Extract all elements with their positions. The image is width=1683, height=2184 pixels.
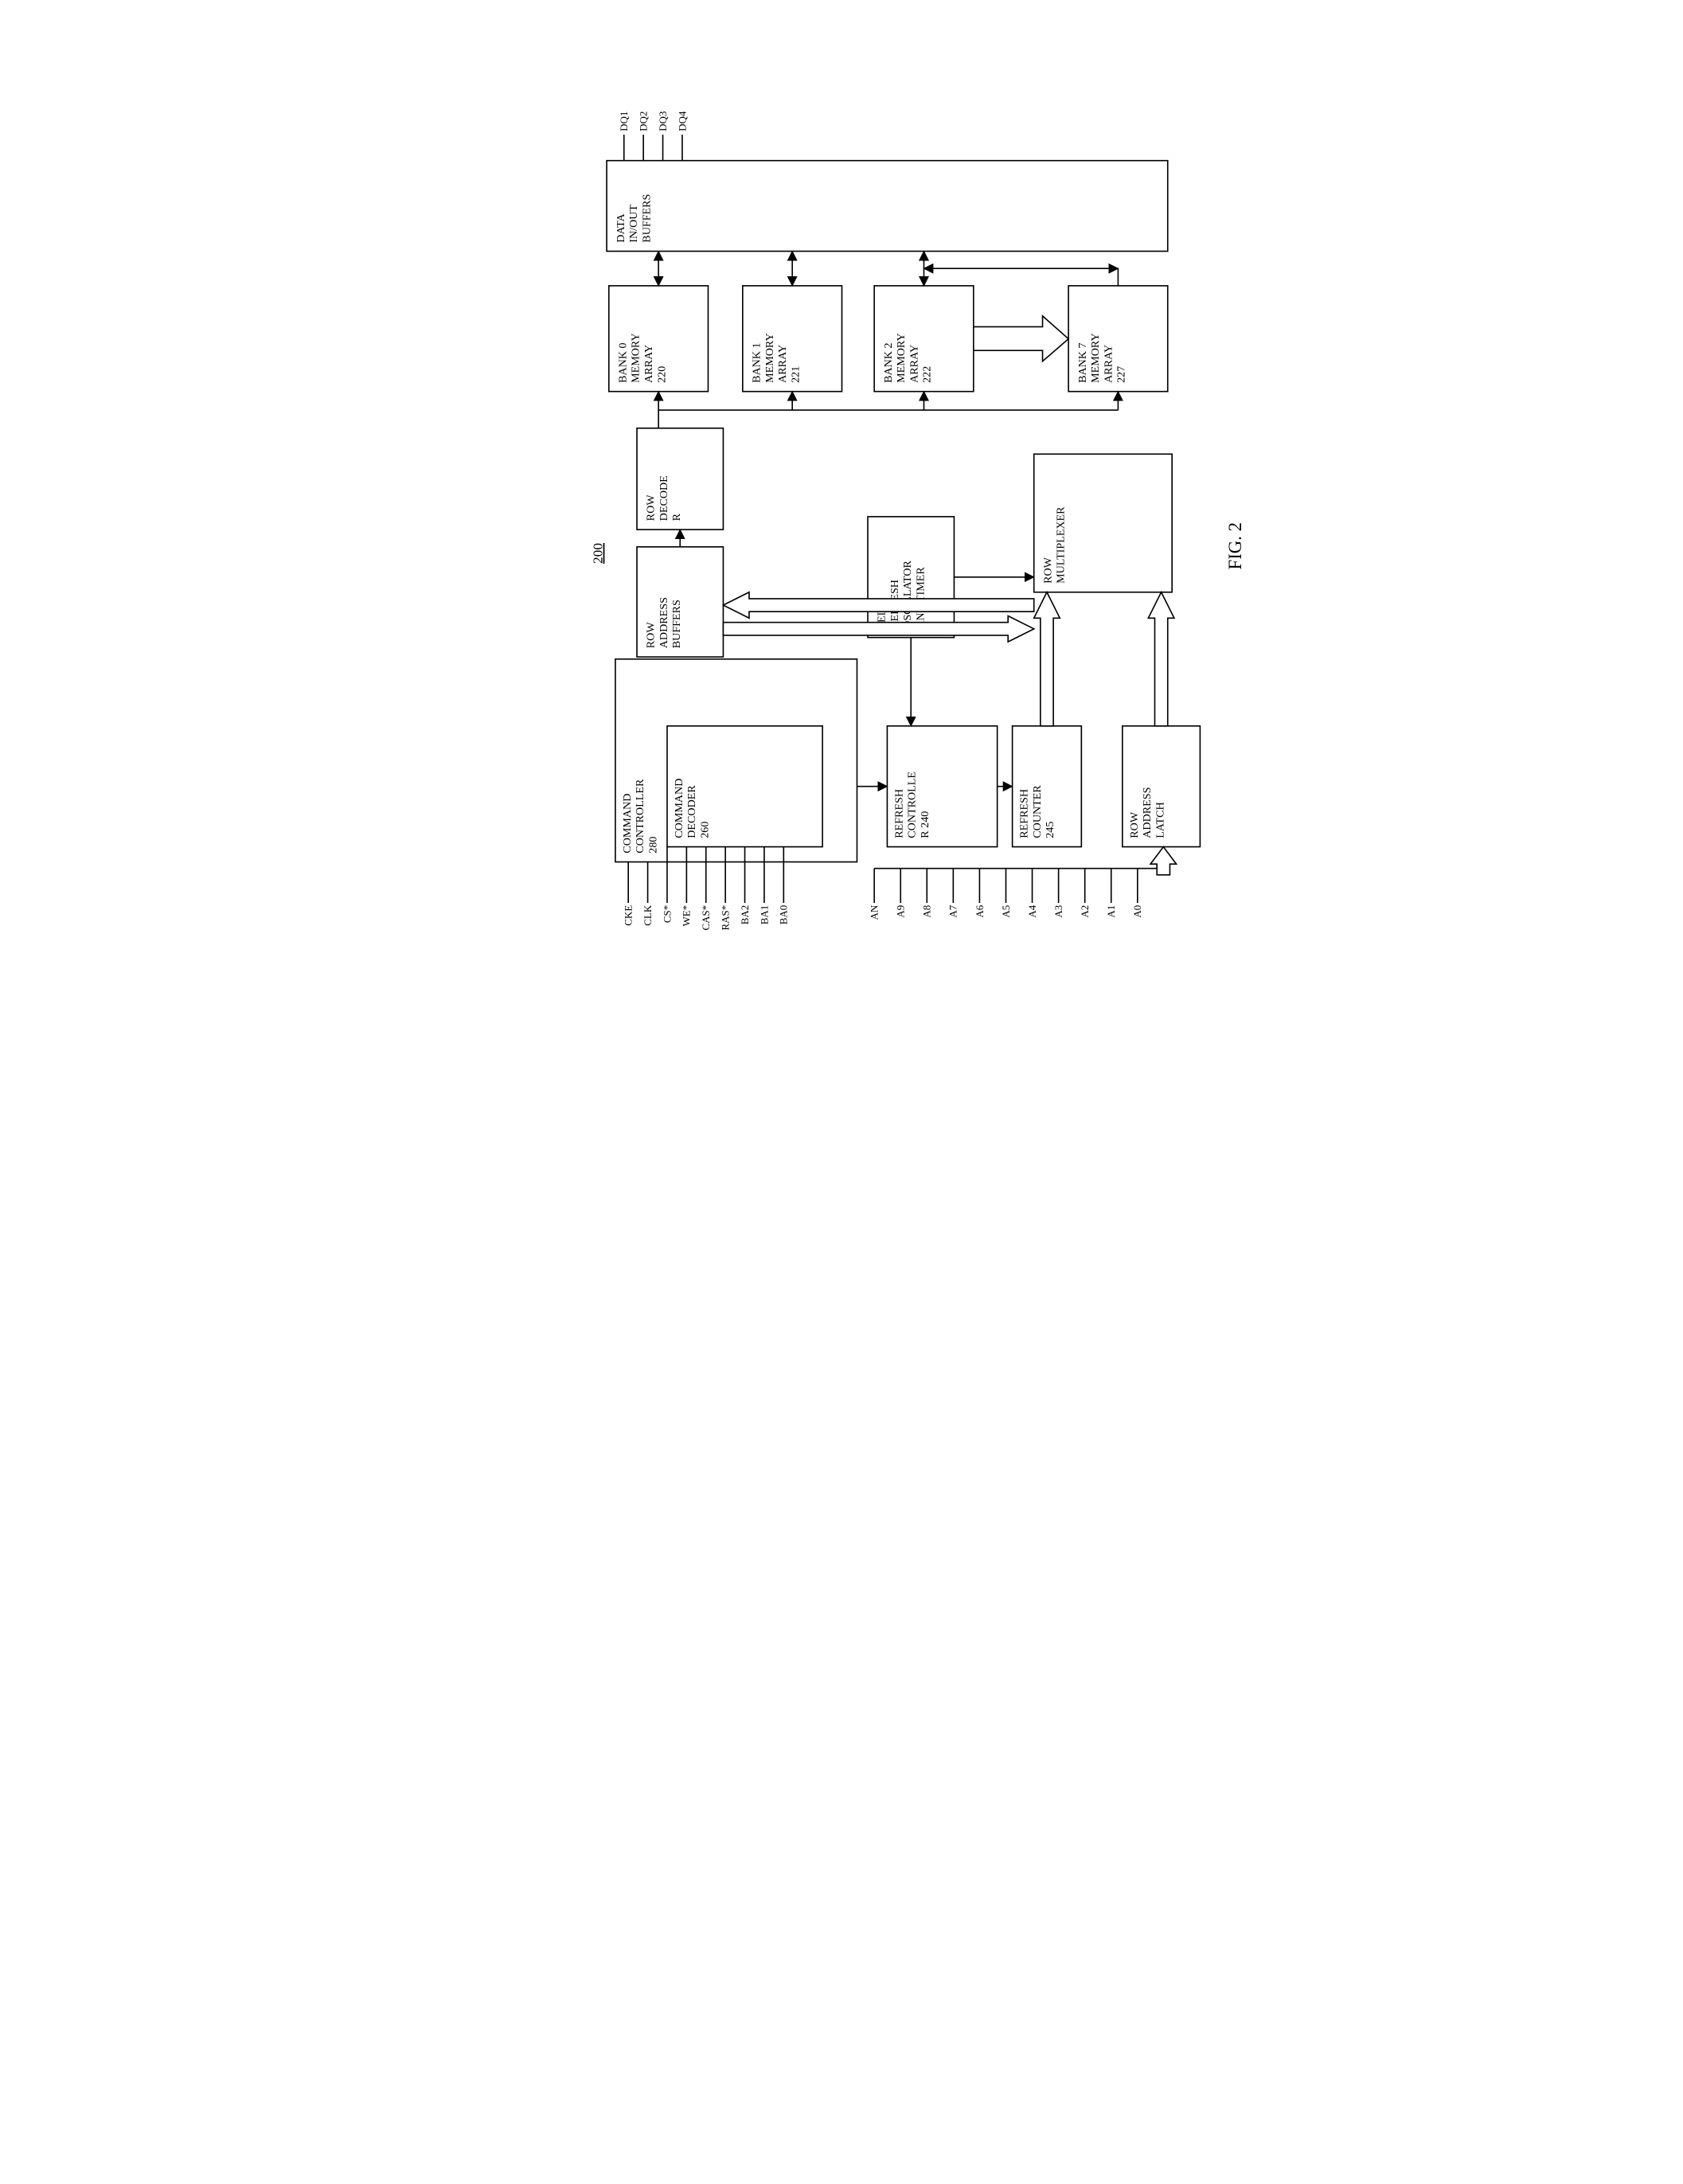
pin-a1: A1 <box>1105 905 1117 918</box>
bank7-block: BANK 7 MEMORY ARRAY 227 <box>1068 286 1168 392</box>
svg-text:R: R <box>670 513 683 521</box>
pin-a6: A6 <box>973 904 985 917</box>
pin-csstar: CS* <box>661 905 673 923</box>
pin-a8: A8 <box>920 905 932 918</box>
pin-dq1: DQ1 <box>618 111 630 131</box>
svg-text:COUNTER: COUNTER <box>1030 785 1043 838</box>
figure-caption: FIG. 2 <box>1224 522 1244 569</box>
bank1-block: BANK 1 MEMORY ARRAY 221 <box>742 286 842 392</box>
svg-text:220: 220 <box>655 366 668 383</box>
svg-text:BANK 2: BANK 2 <box>881 342 894 382</box>
svg-text:ARRAY: ARRAY <box>1102 345 1115 383</box>
svg-text:ROW: ROW <box>644 494 657 522</box>
pin-a5: A5 <box>999 905 1011 918</box>
svg-text:ROW: ROW <box>644 622 657 649</box>
svg-text:OSCILLATOR: OSCILLATOR <box>901 560 914 628</box>
pin-casstar: CAS* <box>700 905 712 931</box>
svg-text:260: 260 <box>698 822 711 838</box>
svg-text:DECODER: DECODER <box>685 785 698 838</box>
svg-text:REFRESH: REFRESH <box>1017 789 1030 838</box>
row-multiplexer-block: ROW MULTIPLEXER <box>1033 454 1171 592</box>
svg-text:BUFFERS: BUFFERS <box>640 194 653 243</box>
row-address-latch-block: ROW ADDRESS LATCH <box>1122 726 1200 847</box>
svg-text:ADDRESS: ADDRESS <box>657 597 670 648</box>
pin-a2: A2 <box>1079 905 1091 918</box>
pin-dq4: DQ4 <box>676 111 688 131</box>
svg-text:BANK 0: BANK 0 <box>616 342 629 382</box>
pin-a9: A9 <box>894 905 906 918</box>
svg-text:245: 245 <box>1044 822 1056 838</box>
svg-text:COMMAND: COMMAND <box>620 794 633 854</box>
svg-text:ARRAY: ARRAY <box>642 345 654 383</box>
svg-text:CONTROLLER: CONTROLLER <box>634 779 646 854</box>
pin-westar: WE* <box>680 905 692 927</box>
svg-text:MEMORY: MEMORY <box>763 333 775 383</box>
svg-text:ROW: ROW <box>1127 811 1140 838</box>
svg-text:MEMORY: MEMORY <box>629 333 642 383</box>
svg-text:REFRESH: REFRESH <box>892 789 905 838</box>
svg-text:MEMORY: MEMORY <box>895 333 908 383</box>
pin-a7: A7 <box>947 904 959 917</box>
svg-text:AND TIMER: AND TIMER <box>914 567 927 629</box>
bus-latch-to-mux <box>1148 592 1174 726</box>
ellipsis-arrow-bank2-bank7 <box>973 316 1068 361</box>
svg-text:BANK 7: BANK 7 <box>1076 342 1088 382</box>
svg-text:ROW: ROW <box>1041 557 1054 584</box>
svg-text:R 240: R 240 <box>918 811 931 838</box>
svg-text:DECODE: DECODE <box>657 475 670 521</box>
command-decoder-block: COMMAND DECODER 260 <box>666 726 822 847</box>
svg-text:BUFFERS: BUFFERS <box>670 600 683 648</box>
pin-clk: CLK <box>641 904 653 926</box>
bank0-block: BANK 0 MEMORY ARRAY 220 <box>608 286 708 392</box>
pin-an: AN <box>868 904 880 920</box>
svg-text:MEMORY: MEMORY <box>1089 333 1102 383</box>
pin-ba2: BA2 <box>738 905 750 925</box>
pin-dq2: DQ2 <box>637 111 649 131</box>
pin-a0: A0 <box>1131 905 1143 918</box>
address-pins: AN A9 A8 A7 A6 A5 A4 A3 A2 A1 A0 <box>868 869 1143 920</box>
refresh-counter-block: REFRESH COUNTER 245 <box>1012 726 1081 847</box>
refresh-controller-block: REFRESH CONTROLLE R 240 <box>887 726 997 847</box>
svg-text:DATA: DATA <box>614 213 627 242</box>
wire-decoder-to-banks <box>658 392 1118 428</box>
svg-text:ARRAY: ARRAY <box>776 345 789 383</box>
svg-text:ARRAY: ARRAY <box>908 345 920 383</box>
svg-text:COMMAND: COMMAND <box>672 779 685 838</box>
data-buffers-block: DATA IN/OUT BUFFERS <box>607 161 1168 252</box>
figure-number: 200 <box>590 543 605 564</box>
svg-text:BANK 1: BANK 1 <box>750 342 763 382</box>
svg-text:227: 227 <box>1115 366 1127 383</box>
svg-text:221: 221 <box>789 366 802 383</box>
pin-rasstar: RAS* <box>719 905 731 931</box>
wire-banks-to-buffers <box>658 252 1118 286</box>
svg-text:ADDRESS: ADDRESS <box>1141 787 1154 838</box>
output-pins: DQ1 DQ2 DQ3 DQ4 <box>618 111 688 161</box>
svg-text:CONTROLLE: CONTROLLE <box>905 772 918 838</box>
pin-ba0: BA0 <box>777 905 789 925</box>
bank2-block: BANK 2 MEMORY ARRAY 222 <box>874 286 974 392</box>
pin-dq3: DQ3 <box>656 111 668 131</box>
self-refresh-osc-block: SELF REFRESH OSCILLATOR AND TIMER <box>868 517 954 638</box>
svg-text:280: 280 <box>646 837 659 854</box>
svg-text:IN/OUT: IN/OUT <box>627 205 640 243</box>
bus-addr-to-latch <box>1150 847 1177 875</box>
svg-text:MULTIPLEXER: MULTIPLEXER <box>1054 506 1067 584</box>
pin-a3: A3 <box>1052 905 1064 918</box>
row-decoder-block: ROW DECODE R <box>637 428 723 529</box>
svg-text:LATCH: LATCH <box>1154 802 1166 838</box>
bus-counter-to-mux <box>1033 592 1060 726</box>
pin-ba1: BA1 <box>758 905 770 925</box>
svg-text:222: 222 <box>920 366 933 383</box>
pin-cke: CKE <box>622 905 634 926</box>
row-address-buffers-block: ROW ADDRESS BUFFERS <box>637 547 723 657</box>
pin-a4: A4 <box>1025 904 1037 917</box>
